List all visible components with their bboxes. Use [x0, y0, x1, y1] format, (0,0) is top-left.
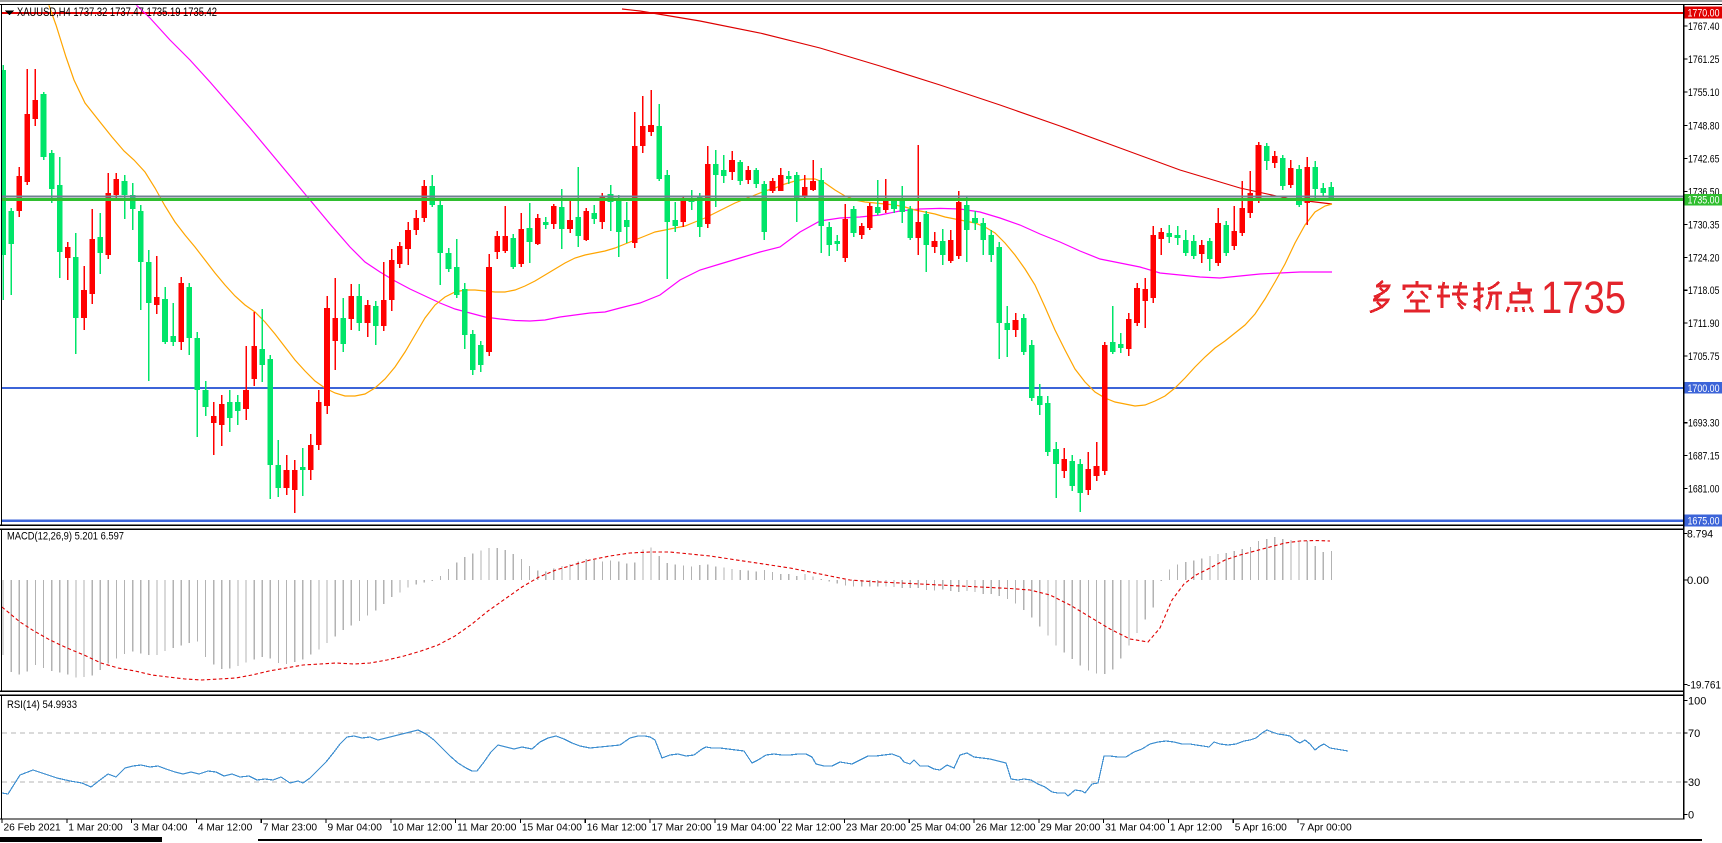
svg-text:MACD(12,26,9) 5.201 6.597: MACD(12,26,9) 5.201 6.597: [7, 531, 124, 543]
svg-text:3 Mar 04:00: 3 Mar 04:00: [133, 823, 188, 834]
svg-text:4 Mar 12:00: 4 Mar 12:00: [198, 823, 253, 834]
svg-text:1748.80: 1748.80: [1688, 121, 1720, 133]
svg-text:1730.35: 1730.35: [1688, 219, 1720, 231]
svg-text:1718.05: 1718.05: [1688, 285, 1720, 297]
svg-text:19 Mar 04:00: 19 Mar 04:00: [716, 823, 776, 834]
svg-text:31 Mar 04:00: 31 Mar 04:00: [1105, 823, 1165, 834]
svg-text:1770.00: 1770.00: [1688, 8, 1720, 20]
svg-text:7 Mar 23:00: 7 Mar 23:00: [263, 823, 318, 834]
svg-text:0: 0: [1688, 810, 1694, 822]
svg-text:1705.75: 1705.75: [1688, 351, 1720, 363]
svg-text:0.00: 0.00: [1687, 575, 1709, 587]
svg-text:1735.00: 1735.00: [1688, 195, 1720, 207]
svg-text:22 Mar 12:00: 22 Mar 12:00: [781, 823, 841, 834]
svg-text:7 Apr 00:00: 7 Apr 00:00: [1300, 823, 1352, 834]
svg-text:1724.20: 1724.20: [1688, 252, 1720, 264]
svg-text:23 Mar 20:00: 23 Mar 20:00: [846, 823, 906, 834]
svg-text:25 Mar 04:00: 25 Mar 04:00: [911, 823, 971, 834]
svg-text:26 Mar 12:00: 26 Mar 12:00: [976, 823, 1036, 834]
svg-text:1687.15: 1687.15: [1688, 451, 1720, 463]
svg-text:1742.65: 1742.65: [1688, 154, 1720, 166]
svg-text:5 Apr 16:00: 5 Apr 16:00: [1235, 823, 1287, 834]
svg-text:1675.00: 1675.00: [1688, 516, 1720, 528]
svg-text:100: 100: [1688, 696, 1706, 708]
svg-text:1767.40: 1767.40: [1688, 21, 1720, 33]
svg-text:1700.00: 1700.00: [1688, 383, 1720, 395]
svg-text:1711.90: 1711.90: [1688, 318, 1720, 330]
svg-text:17 Mar 20:00: 17 Mar 20:00: [652, 823, 712, 834]
svg-text:70: 70: [1688, 728, 1700, 740]
svg-text:8.794: 8.794: [1687, 529, 1713, 541]
svg-text:1755.10: 1755.10: [1688, 87, 1720, 99]
svg-text:30: 30: [1688, 777, 1700, 789]
svg-text:1681.00: 1681.00: [1688, 484, 1720, 496]
svg-text:1761.25: 1761.25: [1688, 54, 1720, 66]
svg-text:26 Feb 2021: 26 Feb 2021: [4, 823, 62, 834]
svg-text:1 Apr 12:00: 1 Apr 12:00: [1170, 823, 1222, 834]
svg-text:16 Mar 12:00: 16 Mar 12:00: [587, 823, 647, 834]
svg-text:-19.761: -19.761: [1687, 680, 1721, 692]
svg-text:9 Mar 04:00: 9 Mar 04:00: [328, 823, 383, 834]
svg-text:29 Mar 20:00: 29 Mar 20:00: [1040, 823, 1100, 834]
svg-text:10 Mar 12:00: 10 Mar 12:00: [392, 823, 452, 834]
svg-text:XAUUSD,H4 1737.32 1737.47 1735: XAUUSD,H4 1737.32 1737.47 1735.19 1735.4…: [17, 5, 217, 19]
svg-text:11 Mar 20:00: 11 Mar 20:00: [457, 823, 517, 834]
svg-text:1693.30: 1693.30: [1688, 418, 1720, 430]
svg-text:1 Mar 20:00: 1 Mar 20:00: [68, 823, 123, 834]
svg-text:RSI(14) 54.9933: RSI(14) 54.9933: [7, 699, 77, 711]
svg-text:15 Mar 04:00: 15 Mar 04:00: [522, 823, 582, 834]
svg-text:1735: 1735: [1541, 272, 1626, 323]
